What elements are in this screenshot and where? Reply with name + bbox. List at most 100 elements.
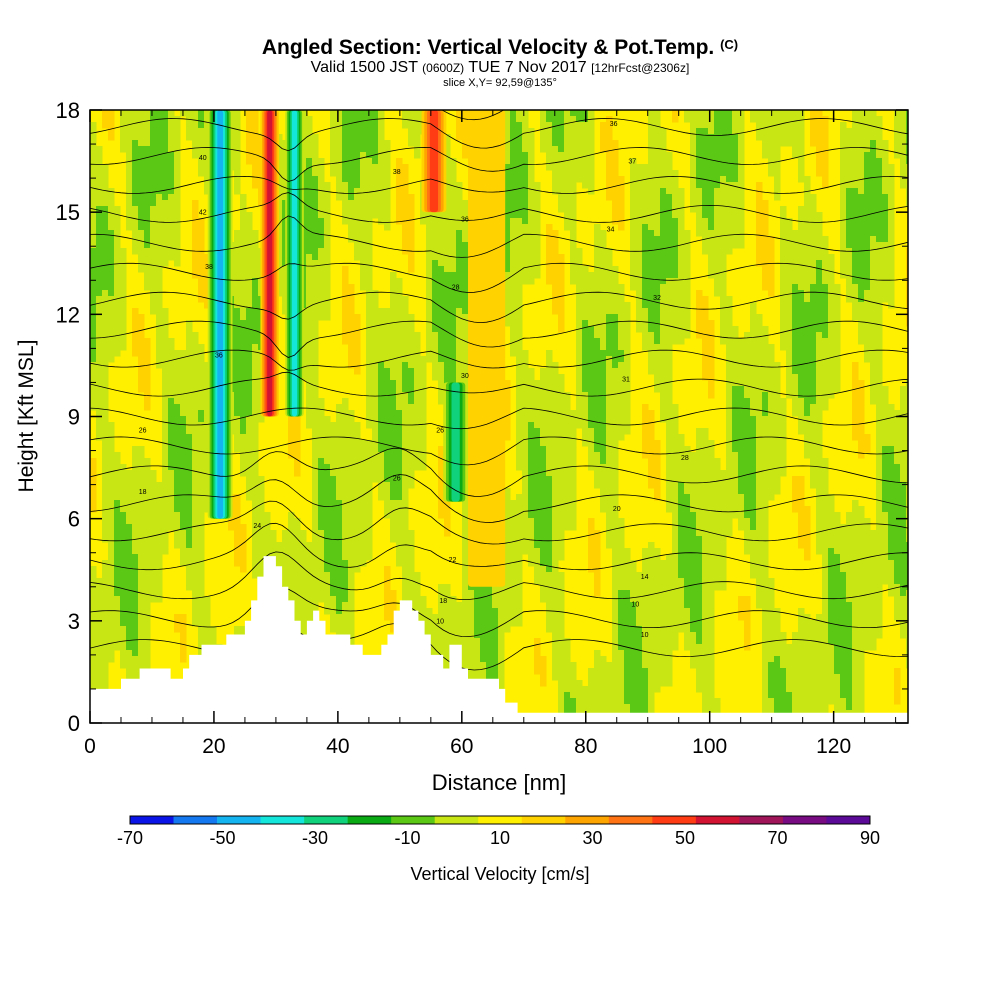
- velocity-cell: [126, 170, 133, 177]
- velocity-cell: [240, 626, 247, 633]
- velocity-cell: [102, 350, 109, 357]
- velocity-cell: [126, 608, 133, 615]
- velocity-cell: [522, 242, 529, 249]
- velocity-cell: [336, 596, 343, 603]
- velocity-cell: [438, 242, 445, 249]
- velocity-cell: [354, 170, 361, 177]
- velocity-cell: [192, 440, 199, 447]
- velocity-cell: [348, 452, 355, 459]
- velocity-cell: [504, 416, 511, 423]
- velocity-cell: [354, 164, 361, 171]
- velocity-cell: [516, 590, 523, 597]
- velocity-cell: [516, 254, 523, 261]
- velocity-cell: [144, 278, 151, 285]
- velocity-cell: [336, 560, 343, 567]
- velocity-cell: [306, 392, 313, 399]
- velocity-cell: [306, 608, 313, 615]
- velocity-cell: [90, 164, 97, 171]
- velocity-cell: [366, 416, 373, 423]
- velocity-cell: [330, 482, 337, 489]
- velocity-cell: [156, 308, 163, 315]
- velocity-cell: [156, 218, 163, 225]
- velocity-cell: [192, 602, 199, 609]
- velocity-cell: [252, 548, 259, 555]
- velocity-cell: [342, 488, 349, 495]
- velocity-cell: [120, 110, 127, 117]
- velocity-cell: [456, 266, 463, 273]
- velocity-cell: [192, 572, 199, 579]
- velocity-cell: [102, 218, 109, 225]
- velocity-cell: [276, 218, 283, 225]
- velocity-cell: [504, 302, 511, 309]
- velocity-cell: [240, 446, 247, 453]
- velocity-cell: [126, 200, 133, 207]
- velocity-cell: [330, 542, 337, 549]
- velocity-cell: [420, 416, 427, 423]
- velocity-cell: [312, 488, 319, 495]
- velocity-cell: [240, 380, 247, 387]
- velocity-cell: [174, 446, 181, 453]
- velocity-cell: [162, 182, 169, 189]
- velocity-cell: [432, 614, 439, 621]
- velocity-cell: [102, 608, 109, 615]
- velocity-cell: [294, 530, 301, 537]
- velocity-cell: [276, 248, 283, 255]
- velocity-cell: [156, 314, 163, 321]
- velocity-cell: [162, 338, 169, 345]
- velocity-cell: [396, 392, 403, 399]
- velocity-cell: [132, 140, 139, 147]
- velocity-cell: [360, 170, 367, 177]
- velocity-cell: [384, 398, 391, 405]
- velocity-cell: [258, 566, 265, 573]
- velocity-cell: [504, 218, 511, 225]
- velocity-cell: [426, 284, 433, 291]
- velocity-cell: [318, 590, 325, 597]
- velocity-cell: [198, 362, 205, 369]
- velocity-cell: [354, 524, 361, 531]
- velocity-cell: [252, 308, 259, 315]
- velocity-cell: [306, 320, 313, 327]
- velocity-cell: [348, 290, 355, 297]
- velocity-cell: [114, 260, 121, 267]
- velocity-cell: [396, 494, 403, 501]
- velocity-cell: [510, 296, 517, 303]
- velocity-cell: [258, 488, 265, 495]
- velocity-cell: [108, 476, 115, 483]
- velocity-cell: [198, 560, 205, 567]
- velocity-cell: [276, 188, 283, 195]
- velocity-cell: [504, 158, 511, 165]
- velocity-cell: [138, 650, 145, 657]
- velocity-cell: [252, 482, 259, 489]
- velocity-cell: [120, 650, 127, 657]
- velocity-cell: [312, 194, 319, 201]
- velocity-cell: [306, 176, 313, 183]
- velocity-cell: [246, 494, 253, 501]
- velocity-cell: [150, 542, 157, 549]
- velocity-cell: [186, 128, 193, 135]
- velocity-cell: [294, 584, 301, 591]
- velocity-cell: [384, 596, 391, 603]
- velocity-cell: [144, 338, 151, 345]
- velocity-cell: [246, 260, 253, 267]
- velocity-cell: [504, 290, 511, 297]
- velocity-cell: [522, 134, 529, 141]
- velocity-cell: [144, 380, 151, 387]
- velocity-cell: [96, 578, 103, 585]
- velocity-cell: [114, 638, 121, 645]
- velocity-cell: [174, 170, 181, 177]
- velocity-cell: [126, 668, 133, 675]
- velocity-cell: [348, 554, 355, 561]
- velocity-cell: [372, 290, 379, 297]
- velocity-cell: [450, 626, 457, 633]
- velocity-cell: [96, 614, 103, 621]
- velocity-cell: [234, 548, 241, 555]
- velocity-cell: [354, 422, 361, 429]
- velocity-cell: [336, 164, 343, 171]
- velocity-cell: [444, 506, 451, 513]
- velocity-cell: [474, 638, 481, 645]
- velocity-cell: [180, 470, 187, 477]
- velocity-cell: [186, 134, 193, 141]
- velocity-cell: [312, 290, 319, 297]
- velocity-cell: [366, 128, 373, 135]
- velocity-cell: [432, 266, 439, 273]
